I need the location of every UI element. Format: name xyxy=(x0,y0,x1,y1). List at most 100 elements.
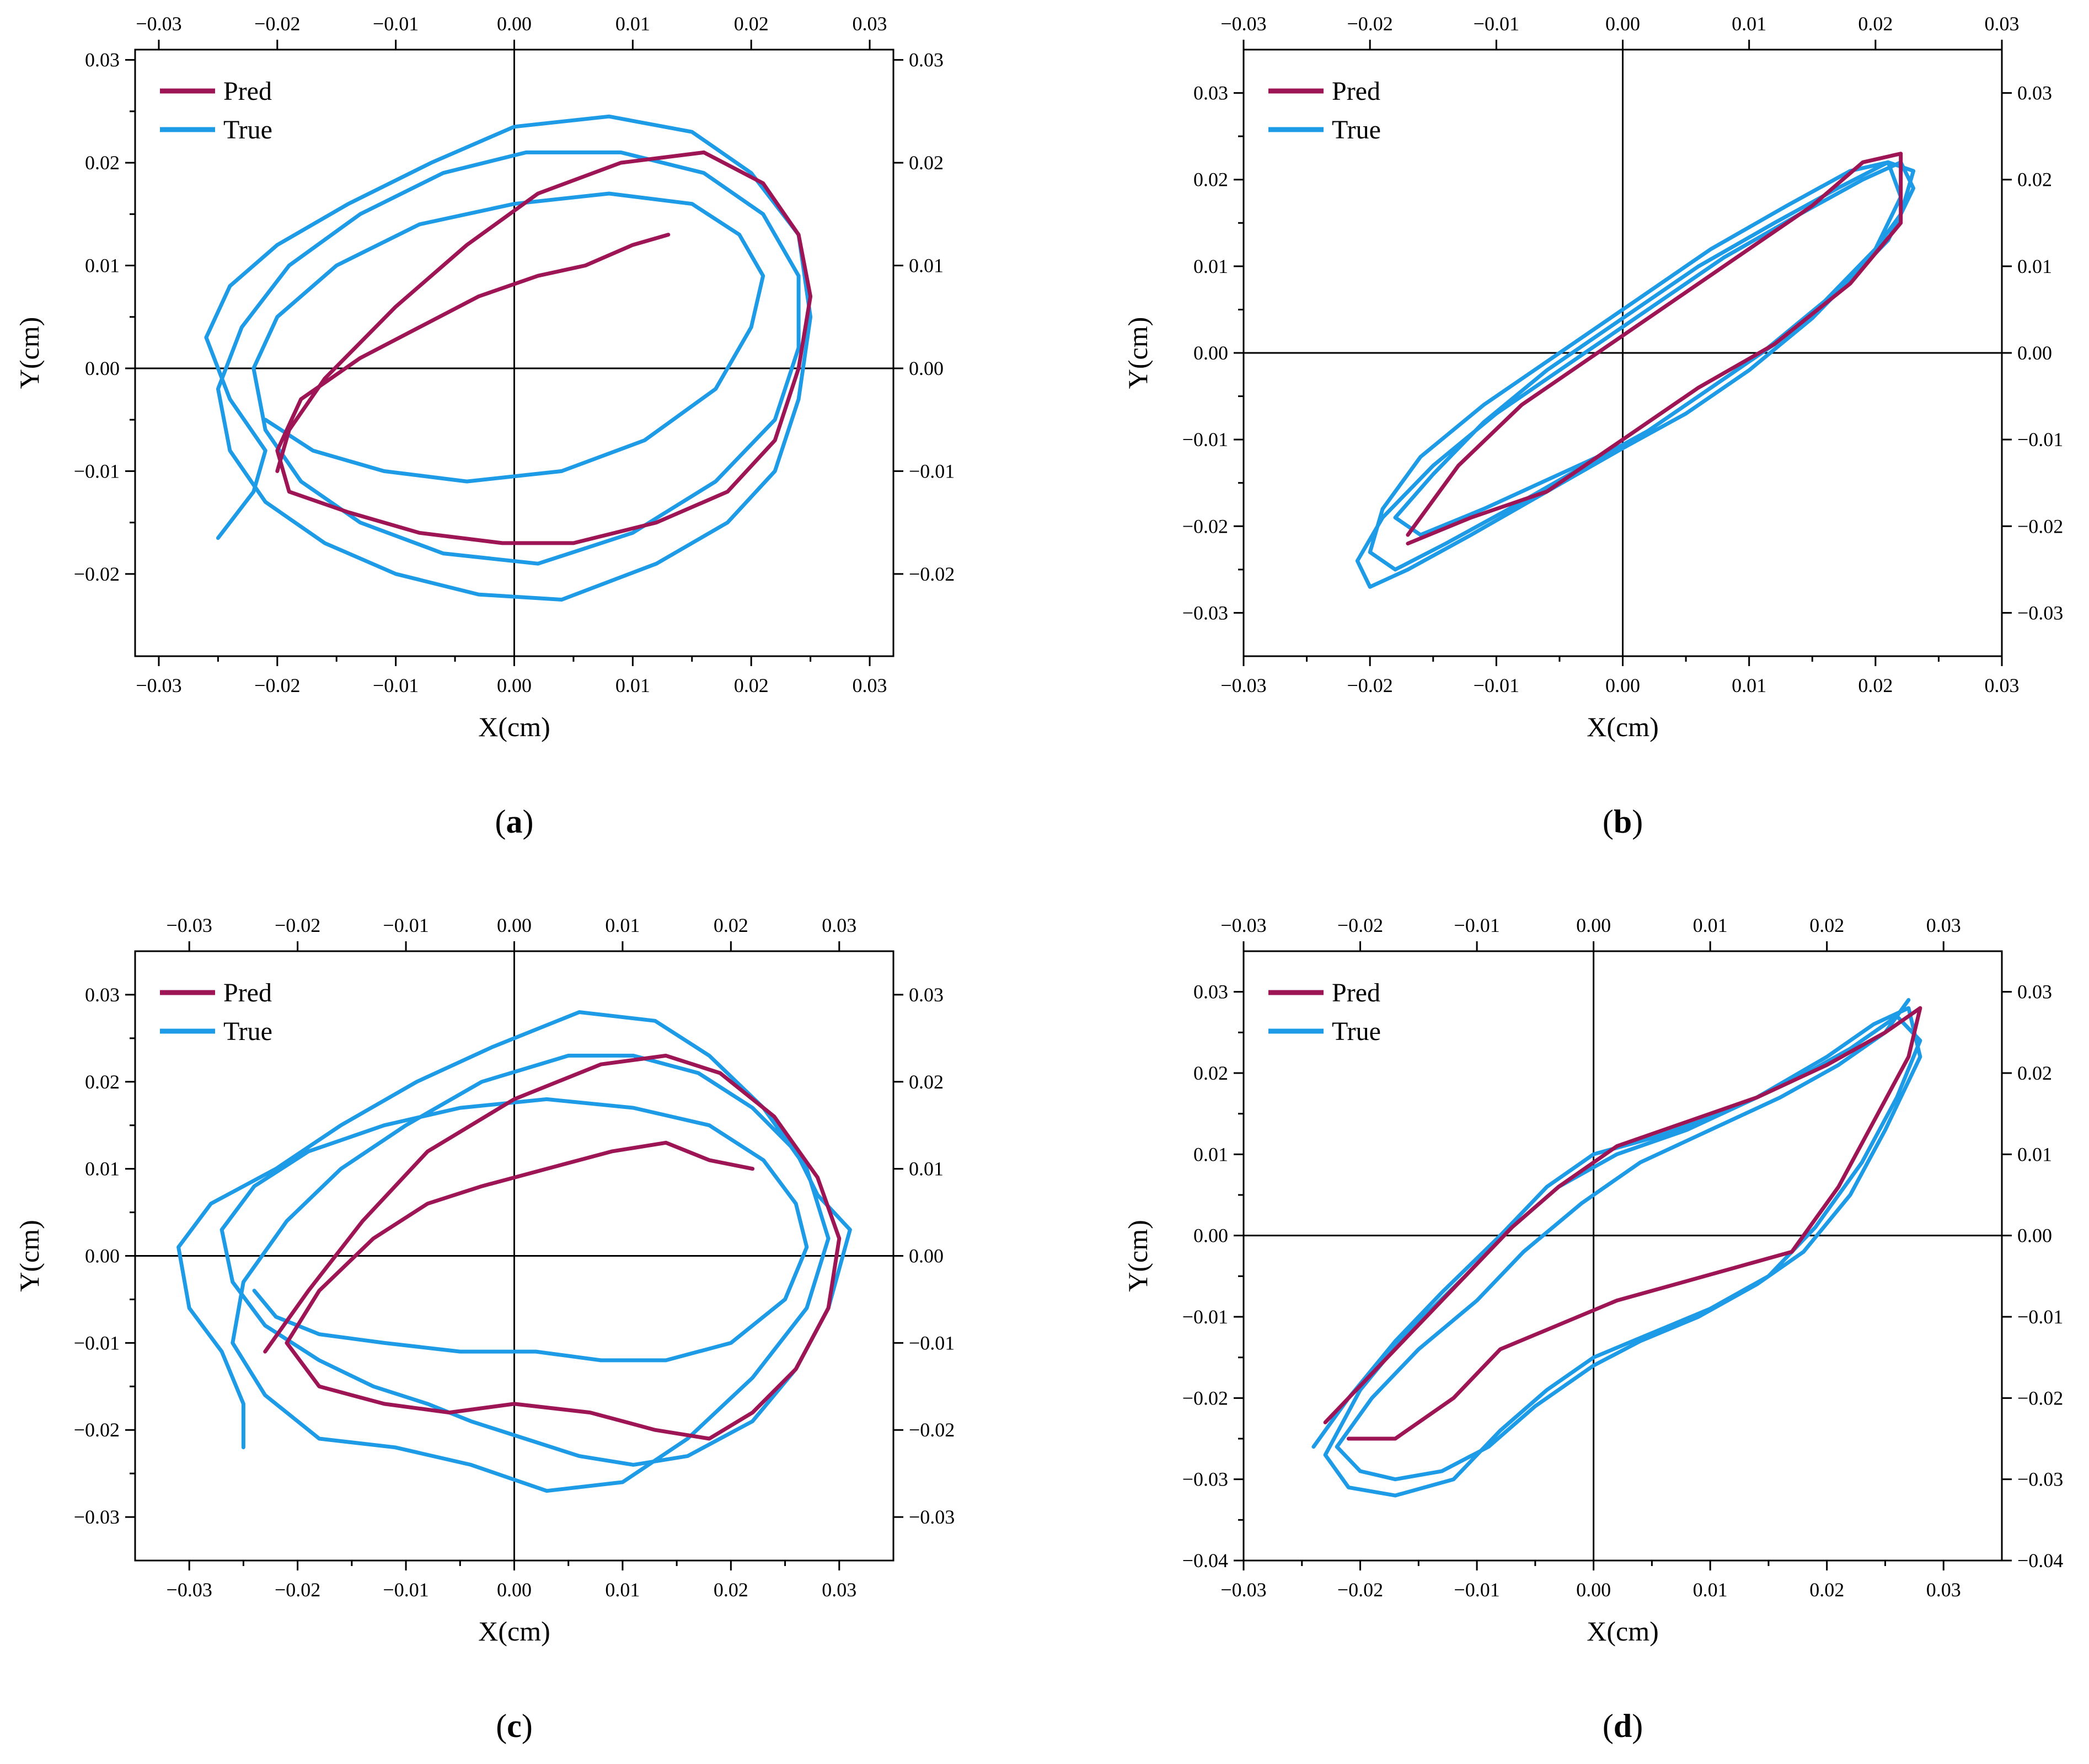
y-tick-label-right: −0.02 xyxy=(909,1419,955,1441)
y-tick-label-left: 0.03 xyxy=(1193,82,1228,104)
y-tick-label-left: −0.01 xyxy=(74,1332,120,1354)
y-tick-label-right: 0.03 xyxy=(2017,82,2052,104)
series-line-true xyxy=(176,1010,852,1493)
y-tick-label-right: −0.04 xyxy=(2017,1549,2063,1572)
legend-label-pred: Pred xyxy=(1332,77,1380,106)
x-tick-label-top: 0.00 xyxy=(497,13,532,35)
x-tick-label-bottom: −0.02 xyxy=(275,1579,320,1601)
legend-label-pred: Pred xyxy=(223,978,272,1007)
y-tick-label-left: 0.00 xyxy=(1193,1225,1228,1247)
series-line-pred xyxy=(1406,152,1903,546)
y-tick-label-right: 0.01 xyxy=(2017,255,2052,277)
y-tick-label-left: 0.01 xyxy=(85,255,120,277)
x-tick-label-top: −0.03 xyxy=(1220,13,1266,35)
x-tick-label-top: 0.00 xyxy=(1605,13,1640,35)
x-tick-label-bottom: 0.03 xyxy=(822,1579,856,1601)
y-tick-label-right: −0.02 xyxy=(2017,1387,2063,1409)
x-tick-label-bottom: −0.03 xyxy=(167,1579,212,1601)
y-tick-label-right: −0.01 xyxy=(909,460,955,482)
x-tick-label-bottom: −0.02 xyxy=(1347,674,1393,696)
series-line-pred xyxy=(275,150,813,545)
y-tick-label-right: 0.03 xyxy=(909,984,944,1006)
y-tick-label-right: −0.02 xyxy=(909,563,955,585)
legend-label-true: True xyxy=(223,115,272,144)
y-tick-label-right: 0.02 xyxy=(909,152,944,174)
x-tick-label-bottom: 0.00 xyxy=(497,674,532,696)
panel-label: (c) xyxy=(496,1708,533,1744)
x-tick-label-top: 0.00 xyxy=(497,914,532,936)
panel-label: (d) xyxy=(1603,1708,1643,1744)
y-tick-label-left: 0.01 xyxy=(85,1158,120,1180)
x-tick-label-bottom: −0.01 xyxy=(373,674,419,696)
x-tick-label-bottom: 0.01 xyxy=(615,674,650,696)
y-tick-label-right: 0.00 xyxy=(909,357,944,379)
x-tick-label-top: 0.01 xyxy=(605,914,640,936)
x-tick-label-bottom: −0.01 xyxy=(1454,1579,1499,1601)
x-tick-label-bottom: −0.03 xyxy=(1220,1579,1266,1601)
y-tick-label-right: −0.03 xyxy=(909,1506,955,1528)
y-tick-label-right: 0.03 xyxy=(2017,981,2052,1003)
y-tick-label-left: −0.01 xyxy=(74,460,120,482)
x-tick-label-bottom: 0.00 xyxy=(1576,1579,1611,1601)
x-tick-label-bottom: 0.00 xyxy=(497,1579,532,1601)
x-tick-label-top: −0.02 xyxy=(275,914,320,936)
panel-label: (a) xyxy=(495,803,534,840)
y-tick-label-left: 0.02 xyxy=(1193,1062,1228,1084)
y-tick-label-right: 0.03 xyxy=(909,49,944,71)
y-tick-label-left: 0.00 xyxy=(85,1245,120,1267)
x-tick-label-top: −0.02 xyxy=(254,13,300,35)
x-tick-label-top: 0.03 xyxy=(1926,914,1961,936)
x-tick-label-top: 0.02 xyxy=(714,914,748,936)
legend-label-true: True xyxy=(1332,115,1381,144)
legend-label-true: True xyxy=(1332,1017,1381,1046)
x-tick-label-top: −0.01 xyxy=(1454,914,1499,936)
x-axis-title: X(cm) xyxy=(478,1616,550,1647)
y-tick-label-left: −0.04 xyxy=(1182,1549,1228,1572)
y-axis-title: Y(cm) xyxy=(14,1220,45,1292)
x-tick-label-bottom: −0.01 xyxy=(1474,674,1519,696)
y-tick-label-right: 0.02 xyxy=(909,1071,944,1093)
y-tick-label-left: 0.02 xyxy=(85,152,120,174)
y-tick-label-left: 0.03 xyxy=(1193,981,1228,1003)
y-tick-label-left: 0.01 xyxy=(1193,1143,1228,1165)
x-tick-label-bottom: −0.01 xyxy=(383,1579,428,1601)
x-tick-label-bottom: 0.01 xyxy=(1693,1579,1728,1601)
y-tick-label-right: −0.03 xyxy=(2017,1468,2063,1490)
legend-label-pred: Pred xyxy=(1332,978,1380,1007)
y-tick-label-left: 0.03 xyxy=(85,49,120,71)
x-tick-label-top: 0.03 xyxy=(1985,13,2020,35)
x-tick-label-top: 0.01 xyxy=(1732,13,1766,35)
x-axis-title: X(cm) xyxy=(478,711,550,742)
panel-b: −0.03 −0.03 −0.02 −0.02 −0.01 −0.01 0.00 0.00 0.… xyxy=(1122,13,2063,840)
x-tick-label-bottom: 0.02 xyxy=(714,1579,748,1601)
y-tick-label-left: 0.01 xyxy=(1193,255,1228,277)
x-tick-label-bottom: 0.02 xyxy=(1858,674,1893,696)
panel-c: −0.03 −0.03 −0.02 −0.02 −0.01 −0.01 0.00 0.00 0.… xyxy=(14,914,955,1744)
y-axis-title: Y(cm) xyxy=(1122,1220,1153,1292)
x-tick-label-bottom: 0.01 xyxy=(1732,674,1766,696)
y-tick-label-left: −0.03 xyxy=(1182,602,1228,624)
x-tick-label-top: 0.02 xyxy=(1858,13,1893,35)
x-tick-label-top: 0.00 xyxy=(1576,914,1611,936)
y-tick-label-right: 0.01 xyxy=(2017,1143,2052,1165)
y-tick-label-right: 0.02 xyxy=(2017,1062,2052,1084)
y-tick-label-right: −0.03 xyxy=(2017,602,2063,624)
x-tick-label-top: 0.02 xyxy=(734,13,769,35)
y-tick-label-left: 0.00 xyxy=(85,357,120,379)
panel-d: −0.03 −0.03 −0.02 −0.02 −0.01 −0.01 0.00 0.00 0.… xyxy=(1122,914,2063,1744)
y-tick-label-left: −0.03 xyxy=(74,1506,120,1528)
plot-frame xyxy=(1242,950,2003,1562)
y-tick-label-left: −0.01 xyxy=(1182,428,1228,451)
panel-label: (b) xyxy=(1603,803,1643,840)
y-tick-label-right: 0.00 xyxy=(2017,342,2052,364)
x-tick-label-top: −0.01 xyxy=(383,914,428,936)
y-tick-label-right: 0.01 xyxy=(909,255,944,277)
y-tick-label-left: −0.02 xyxy=(74,1419,120,1441)
x-tick-label-bottom: 0.02 xyxy=(734,674,769,696)
x-tick-label-bottom: −0.02 xyxy=(1337,1579,1383,1601)
y-axis-title: Y(cm) xyxy=(14,317,45,389)
x-tick-label-bottom: 0.00 xyxy=(1605,674,1640,696)
x-tick-label-bottom: 0.02 xyxy=(1809,1579,1844,1601)
series-line-true xyxy=(1311,998,1922,1498)
